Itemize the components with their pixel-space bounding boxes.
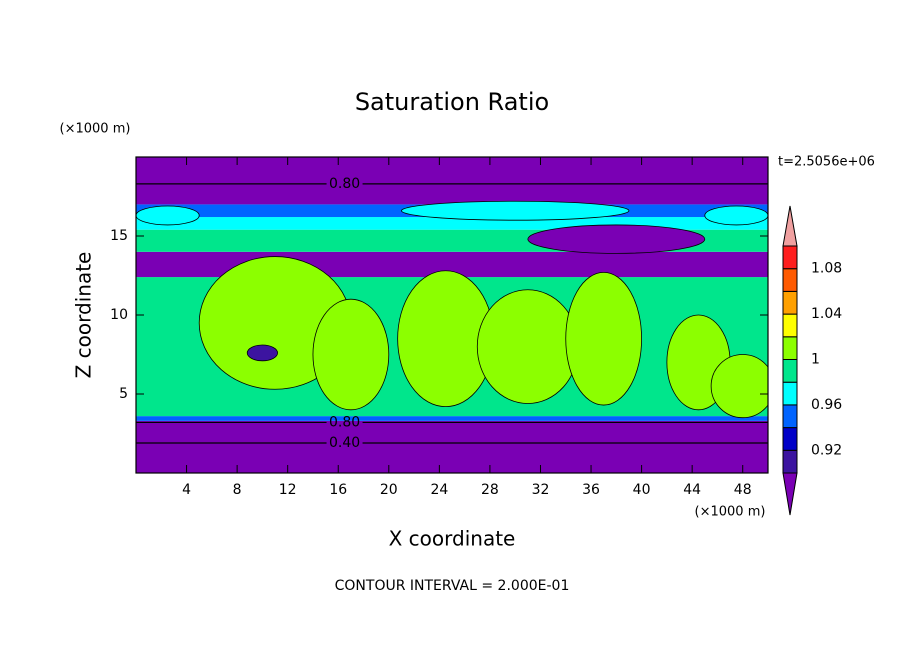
- colorbar-arrow: [782, 472, 798, 516]
- colorbar-box: [782, 359, 798, 383]
- x-tick-label: 4: [182, 482, 191, 498]
- x-tick-label: 32: [532, 482, 550, 498]
- time-label: t=2.5056e+06: [778, 155, 875, 170]
- colorbar-label: 1: [811, 352, 820, 368]
- contour-layer: [136, 157, 768, 205]
- contour-label: 0.80: [329, 414, 360, 430]
- contour-region: [136, 205, 200, 226]
- colorbar-box: [782, 449, 798, 474]
- x-tick-label: 36: [582, 482, 600, 498]
- x-tick-label: 40: [633, 482, 651, 498]
- colorbar-label: 0.96: [811, 397, 842, 413]
- contour-layer: [136, 416, 768, 421]
- contour-region: [246, 344, 278, 362]
- contour-region: [401, 200, 630, 221]
- contour-label: 0.80: [329, 176, 360, 192]
- colorbar-box: [782, 381, 798, 406]
- contour-region: [312, 298, 390, 411]
- colorbar-label: 1.08: [811, 261, 842, 277]
- x-axis-label: X coordinate: [389, 527, 516, 551]
- colorbar-label: 1.04: [811, 306, 842, 322]
- y-unit: (×1000 m): [60, 122, 131, 137]
- contour-region: [565, 271, 643, 406]
- field: 0.80 0.80 0.40: [136, 157, 768, 473]
- x-tick-label: 16: [329, 482, 347, 498]
- contour-region: [710, 354, 768, 419]
- x-tick-label: 20: [380, 482, 398, 498]
- x-tick-label: 28: [481, 482, 499, 498]
- x-tick-label: 48: [734, 482, 752, 498]
- colorbar-box: [782, 313, 798, 338]
- colorbar-box: [782, 427, 798, 451]
- x-tick-label: 24: [430, 482, 448, 498]
- y-axis-label: Z coordinate: [72, 252, 96, 379]
- colorbar-box: [782, 268, 798, 292]
- contour-region: [527, 224, 706, 254]
- contour-region: [704, 205, 768, 226]
- y-tick-label: 5: [119, 386, 128, 402]
- x-tick-label: 12: [279, 482, 297, 498]
- y-tick-label: 10: [110, 307, 128, 323]
- colorbar-arrow: [782, 205, 798, 247]
- contour-layer: [136, 420, 768, 473]
- x-tick-label: 44: [683, 482, 701, 498]
- footer: CONTOUR INTERVAL = 2.000E-01: [335, 578, 570, 594]
- colorbar-box: [782, 404, 798, 429]
- x-tick-label: 8: [233, 482, 242, 498]
- y-tick-label: 15: [110, 228, 128, 244]
- contour-region: [476, 289, 579, 404]
- colorbar-label: 0.92: [811, 442, 842, 458]
- x-unit: (×1000 m): [695, 505, 766, 520]
- colorbar-box: [782, 336, 798, 360]
- contour-label: 0.40: [329, 435, 360, 451]
- colorbar-box: [782, 245, 798, 270]
- chart-title: Saturation Ratio: [355, 88, 549, 116]
- colorbar-box: [782, 290, 798, 315]
